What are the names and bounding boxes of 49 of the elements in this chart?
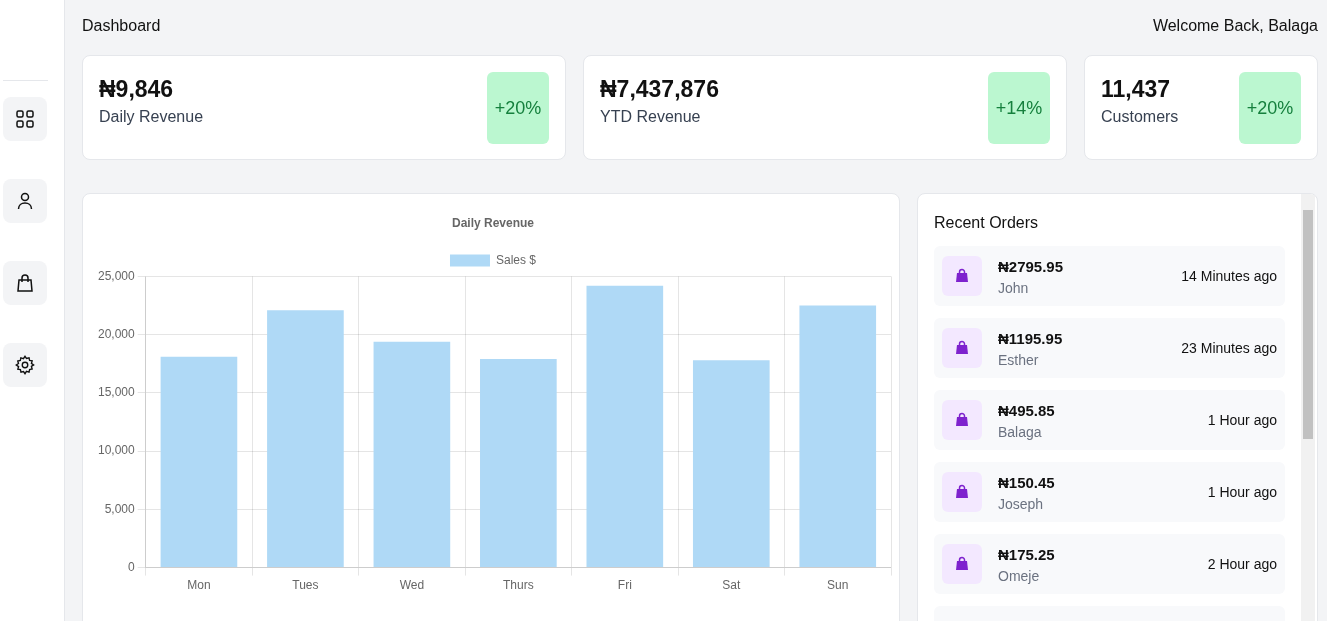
x-tick-label: Fri bbox=[617, 578, 632, 593]
x-tick-label: Sat bbox=[722, 578, 741, 593]
text: ₦150.45 bbox=[998, 474, 1055, 491]
x-tick-label: Sun bbox=[827, 578, 849, 593]
text: 14 Minutes ago bbox=[1181, 268, 1277, 284]
text: Esther bbox=[998, 352, 1039, 368]
bar bbox=[160, 356, 238, 568]
x-tick-label: Tues bbox=[292, 578, 319, 593]
text: Recent Orders bbox=[934, 214, 1039, 232]
text: Welcome Back, Balaga bbox=[1152, 17, 1318, 35]
text: Customers bbox=[1101, 108, 1179, 126]
y-tick-label: 0 bbox=[128, 559, 136, 574]
y-tick-label: 10,000 bbox=[98, 443, 136, 458]
text: +20% bbox=[1239, 72, 1301, 144]
text: John bbox=[998, 280, 1029, 296]
text: Joseph bbox=[998, 496, 1044, 512]
bar bbox=[267, 310, 344, 568]
text: 1 Hour ago bbox=[1207, 412, 1277, 428]
chart-title: Daily Revenue bbox=[451, 215, 535, 230]
x-tick-label: Mon bbox=[187, 578, 211, 593]
legend-label: Sales $ bbox=[495, 252, 537, 267]
x-tick-label: Wed bbox=[399, 578, 425, 593]
text: ₦1195.95 bbox=[998, 330, 1063, 347]
text: ₦175.25 bbox=[998, 546, 1055, 563]
y-tick-label: 20,000 bbox=[98, 326, 136, 341]
text: +20% bbox=[487, 72, 549, 144]
text: 1 Hour ago bbox=[1207, 484, 1277, 500]
x-tick-label: Thurs bbox=[503, 578, 534, 593]
bar bbox=[586, 285, 664, 568]
text: ₦2795.95 bbox=[998, 258, 1064, 275]
y-tick-label: 5,000 bbox=[104, 501, 136, 516]
text: Daily Revenue bbox=[99, 108, 204, 126]
text: +14% bbox=[988, 72, 1050, 144]
text: 11,437 bbox=[1101, 76, 1171, 103]
y-tick-label: 15,000 bbox=[98, 385, 136, 400]
bar bbox=[480, 359, 557, 568]
bar bbox=[692, 360, 770, 568]
text: 2 Hour ago bbox=[1207, 556, 1277, 572]
bar bbox=[373, 341, 451, 568]
text: ₦7,437,876 bbox=[600, 76, 719, 103]
text: YTD Revenue bbox=[600, 108, 701, 126]
text: Balaga bbox=[998, 424, 1042, 440]
text: 23 Minutes ago bbox=[1181, 340, 1277, 356]
text: ₦495.85 bbox=[998, 402, 1055, 419]
text: Dashboard bbox=[82, 17, 161, 35]
y-tick-label: 25,000 bbox=[98, 268, 136, 283]
text: Omeje bbox=[998, 568, 1040, 584]
text: ₦9,846 bbox=[99, 76, 174, 103]
bar bbox=[799, 305, 877, 568]
